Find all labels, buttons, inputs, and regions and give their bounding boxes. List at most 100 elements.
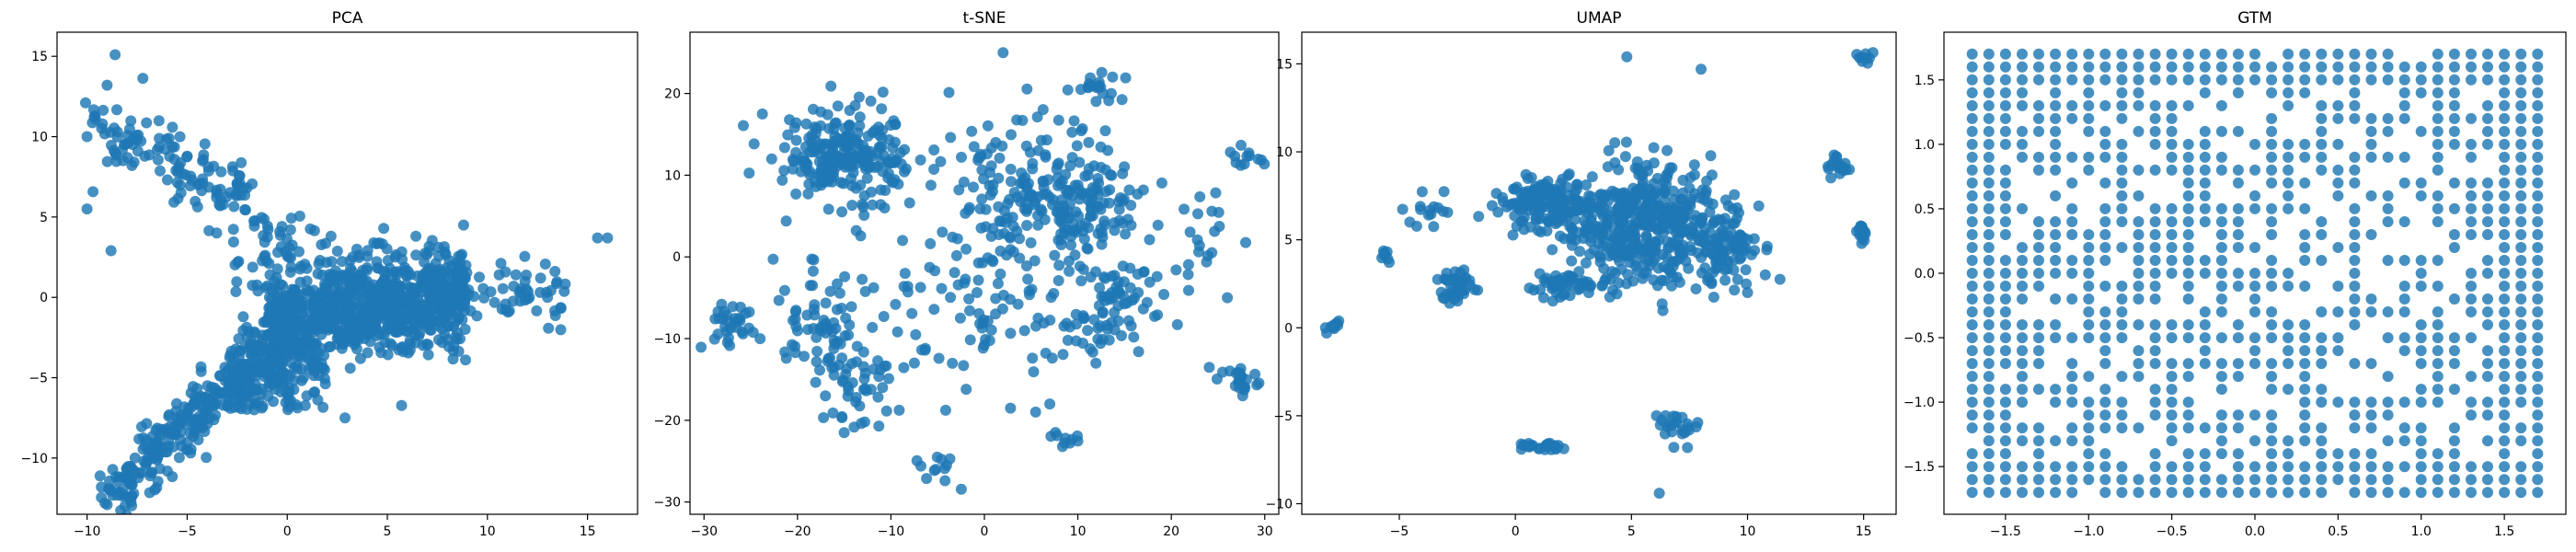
scatter-point <box>2066 384 2078 396</box>
scatter-point <box>2215 281 2227 292</box>
scatter-point <box>2448 384 2460 396</box>
scatter-point <box>459 324 471 335</box>
scatter-point <box>1074 193 1086 205</box>
scatter-point <box>1722 230 1733 242</box>
scatter-point <box>2349 461 2361 473</box>
scatter-point <box>1656 298 1668 310</box>
scatter-point <box>2182 164 2194 176</box>
scatter-point <box>773 294 785 306</box>
scatter-point <box>419 318 431 329</box>
scatter-point <box>1005 163 1017 175</box>
scatter-point <box>2515 125 2527 137</box>
scatter-point <box>1627 224 1639 235</box>
scatter-point <box>2349 487 2361 499</box>
scatter-point <box>2199 125 2211 137</box>
scatter-point <box>1672 205 1684 217</box>
scatter-point <box>2349 306 2361 317</box>
scatter-point <box>1123 315 1134 327</box>
scatter-point <box>1533 443 1545 454</box>
scatter-point <box>420 267 431 279</box>
scatter-point <box>1138 266 1150 278</box>
y-tick-label: −1.5 <box>1903 460 1935 475</box>
scatter-point <box>2083 99 2095 111</box>
scatter-point <box>271 263 283 275</box>
scatter-point <box>2398 435 2410 447</box>
scatter-point <box>2532 371 2544 383</box>
scatter-point <box>2499 229 2511 240</box>
scatter-point <box>173 452 185 464</box>
scatter-point <box>2482 48 2493 60</box>
scatter-point <box>2499 99 2511 111</box>
scatter-point <box>1038 176 1049 188</box>
scatter-point <box>2033 48 2044 60</box>
scatter-point <box>2182 268 2194 279</box>
scatter-point <box>2215 74 2227 86</box>
scatter-point <box>1152 219 1164 231</box>
scatter-point <box>2332 164 2344 176</box>
scatter-point <box>2499 422 2511 434</box>
scatter-point <box>1983 99 1995 111</box>
scatter-point <box>832 336 844 348</box>
scatter-point <box>201 452 213 464</box>
scatter-point <box>2415 422 2427 434</box>
scatter-point <box>2432 61 2444 73</box>
scatter-point <box>2249 48 2260 60</box>
scatter-point <box>1057 349 1069 361</box>
scatter-point <box>2266 358 2278 370</box>
scatter-point <box>1064 265 1075 277</box>
scatter-point <box>2232 358 2244 370</box>
scatter-point <box>1047 199 1058 211</box>
scatter-point <box>836 410 848 422</box>
scatter-point <box>111 131 123 143</box>
scatter-point <box>336 256 348 268</box>
scatter-point <box>2033 345 2044 357</box>
scatter-point <box>2398 487 2410 499</box>
scatter-point <box>1052 114 1064 126</box>
scatter-point <box>1171 318 1183 330</box>
scatter-point <box>215 166 227 178</box>
scatter-point <box>1520 168 1532 180</box>
scatter-point <box>271 347 283 359</box>
scatter-point <box>1090 266 1101 278</box>
scatter-point <box>2266 112 2278 124</box>
scatter-point <box>141 418 153 430</box>
scatter-point <box>2116 74 2128 86</box>
scatter-point <box>1056 441 1068 453</box>
scatter-point <box>2448 138 2460 150</box>
scatter-point <box>2316 61 2328 73</box>
scatter-point <box>960 243 972 255</box>
scatter-point <box>958 176 970 188</box>
scatter-point <box>1052 275 1064 286</box>
scatter-point <box>94 470 106 482</box>
scatter-point <box>2099 345 2111 357</box>
scatter-point <box>2232 461 2244 473</box>
scatter-point <box>1064 160 1076 172</box>
scatter-point <box>274 225 286 237</box>
scatter-point <box>2365 306 2377 317</box>
scatter-point <box>1101 323 1113 335</box>
scatter-point <box>2365 358 2377 370</box>
scatter-point <box>1017 114 1029 126</box>
scatter-point <box>2349 61 2361 73</box>
scatter-point <box>120 500 131 512</box>
scatter-point <box>977 342 989 354</box>
scatter-point <box>558 285 570 297</box>
scatter-point <box>2099 48 2111 60</box>
scatter-point <box>1079 217 1091 229</box>
scatter-point <box>1452 295 1464 307</box>
scatter-point <box>2182 448 2194 460</box>
scatter-point <box>2398 74 2410 86</box>
scatter-point <box>1053 214 1065 226</box>
pca-axes-frame <box>56 31 638 515</box>
scatter-point <box>1124 282 1136 293</box>
scatter-point <box>1966 474 1978 486</box>
scatter-point <box>1966 371 1978 383</box>
scatter-point <box>2149 332 2161 344</box>
scatter-point <box>2415 345 2427 357</box>
scatter-point <box>131 130 143 142</box>
scatter-point <box>2017 86 2028 98</box>
scatter-point <box>2050 190 2062 201</box>
scatter-point <box>879 202 891 213</box>
scatter-point <box>1966 409 1978 421</box>
scatter-point <box>228 201 240 213</box>
